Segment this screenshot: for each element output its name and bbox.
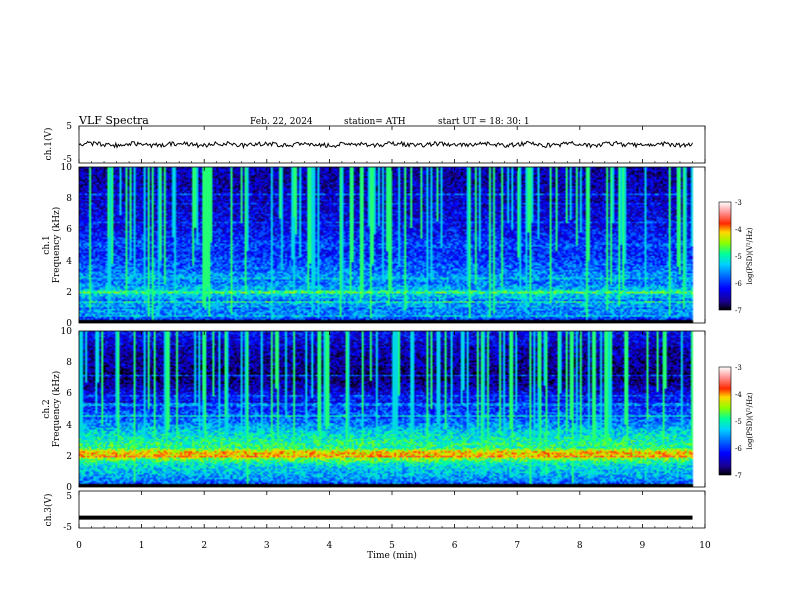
ch1-spectrogram-panel: 0 2 4 6 8 10 ch.1 Frequency (kHz) [42,163,706,329]
ch1-colorbar-tick-m4: -4 [735,226,742,234]
ch2-spec-ylabel-frequency: Frequency (kHz) [51,371,62,448]
x-tick-label: 3 [264,541,270,551]
ch2-colorbar: -3 -4 -5 -6 -7 log(PSD)(V²/Hz) [718,364,754,480]
ch1-colorbar: -3 -4 -5 -6 -7 log(PSD)(V²/Hz) [718,199,754,315]
ch1-waveform-trace [79,140,693,150]
ch2-spectrogram-panel: 0 2 4 6 8 10 ch.2 Frequency (kHz) [42,327,706,493]
x-tick-label: 10 [699,541,711,551]
ch2-spectrogram-image [79,331,705,487]
ch2-spec-ytick-6: 6 [66,389,72,399]
x-axis-label: Time (min) [367,550,417,561]
ch2-spec-ylabel-channel: ch.2 [42,399,52,418]
ch2-colorbar-gradient [718,366,732,476]
ch2-spec-ytick-8: 8 [66,358,72,368]
ch2-colorbar-tick-m5: -5 [735,418,742,426]
ch2-colorbar-tick-m3: -3 [735,364,742,372]
ch2-colorbar-tick-m4: -4 [735,391,742,399]
ch1-spec-ytick-0: 0 [66,319,72,329]
ch1-colorbar-tick-m3: -3 [735,199,742,207]
ch1-colorbar-tick-m7: -7 [735,307,742,315]
ch1-spec-ylabel-channel: ch.1 [42,235,52,254]
ch3-ytick-top: 5 [66,492,72,502]
x-tick-label: 2 [201,541,207,551]
ch1-spec-ytick-6: 6 [66,225,72,235]
ch1-ylabel: ch.1(V) [43,128,54,161]
x-tick-label: 8 [577,541,583,551]
ch1-colorbar-tick-m6: -6 [735,280,742,288]
ch1-spec-ytick-4: 4 [66,257,72,267]
x-tick-label: 9 [640,541,646,551]
ch2-spec-ytick-10: 10 [61,327,73,337]
x-tick-label: 6 [452,541,458,551]
ch1-colorbar-label: log(PSD)(V²/Hz) [746,227,754,284]
x-tick-label: 7 [514,541,520,551]
ch1-spec-ytick-10: 10 [61,163,73,173]
ch2-colorbar-label: log(PSD)(V²/Hz) [746,392,754,449]
ch1-spec-ytick-8: 8 [66,194,72,204]
header-start-time: start UT = 18: 30: 1 [438,117,530,127]
ch2-colorbar-tick-m7: -7 [735,472,742,480]
ch1-waveform-panel: 5 -5 ch.1(V) [43,122,706,165]
ch1-spec-ytick-2: 2 [66,288,72,298]
x-tick-label: 5 [389,541,395,551]
x-tick-label: 4 [327,541,333,551]
ch3-ytick-bottom: -5 [63,523,72,533]
ch2-spec-ytick-4: 4 [66,421,72,431]
ch2-colorbar-tick-m6: -6 [735,445,742,453]
header-station: station= ATH [344,117,406,127]
header-date: Feb. 22, 2024 [250,117,313,127]
ch3-ylabel: ch.3(V) [43,494,54,527]
ch1-ytick-bottom: -5 [63,155,72,165]
ch2-spec-ytick-2: 2 [66,452,72,462]
ch1-ytick-top: 5 [66,122,72,132]
ch1-colorbar-tick-m5: -5 [735,253,742,261]
ch1-colorbar-gradient [718,201,732,311]
x-tick-label: 0 [76,541,82,551]
x-tick-label: 1 [139,541,145,551]
time-axis: 0 1 2 3 4 5 6 7 8 9 10 [76,126,711,551]
ch1-spectrogram-image [79,167,705,323]
figure-title: VLF Spectra [78,114,149,127]
ch3-waveform-panel: 5 -5 ch.3(V) [43,490,706,533]
ch2-spec-ytick-0: 0 [66,483,72,493]
ch1-spec-ylabel-frequency: Frequency (kHz) [51,207,62,284]
